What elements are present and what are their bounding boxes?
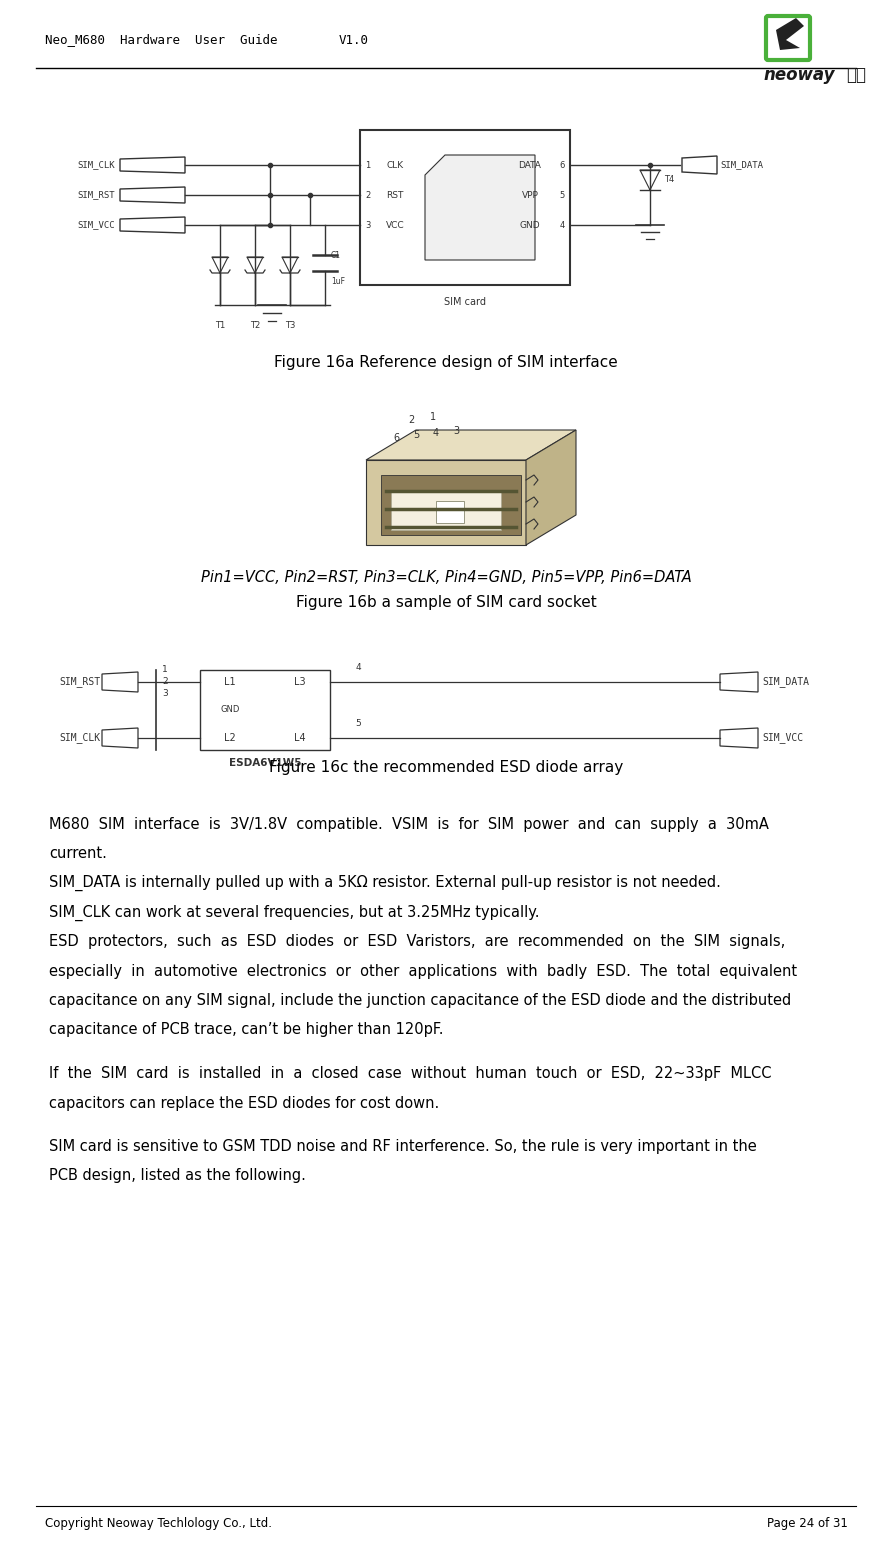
Text: VCC: VCC bbox=[385, 221, 404, 230]
Polygon shape bbox=[102, 728, 138, 748]
Polygon shape bbox=[776, 19, 804, 49]
Text: 1: 1 bbox=[365, 160, 370, 170]
Text: RST: RST bbox=[386, 191, 404, 199]
Text: PCB design, listed as the following.: PCB design, listed as the following. bbox=[49, 1169, 306, 1183]
Polygon shape bbox=[682, 156, 717, 174]
Text: L2: L2 bbox=[224, 732, 235, 743]
Text: L3: L3 bbox=[294, 677, 306, 688]
Polygon shape bbox=[720, 728, 758, 748]
Text: especially  in  automotive  electronics  or  other  applications  with  badly  E: especially in automotive electronics or … bbox=[49, 964, 797, 979]
Text: SIM_RST: SIM_RST bbox=[78, 191, 115, 199]
Text: Figure 16c the recommended ESD diode array: Figure 16c the recommended ESD diode arr… bbox=[268, 760, 624, 776]
Text: L4: L4 bbox=[294, 732, 306, 743]
Text: SIM card: SIM card bbox=[444, 298, 486, 307]
Text: Pin1=VCC, Pin2=RST, Pin3=CLK, Pin4=GND, Pin5=VPP, Pin6=DATA: Pin1=VCC, Pin2=RST, Pin3=CLK, Pin4=GND, … bbox=[201, 571, 691, 584]
Text: 5: 5 bbox=[355, 719, 361, 728]
Text: 1uF: 1uF bbox=[331, 278, 345, 285]
Polygon shape bbox=[425, 156, 535, 261]
Text: neoway: neoway bbox=[763, 66, 835, 83]
Text: capacitors can replace the ESD diodes for cost down.: capacitors can replace the ESD diodes fo… bbox=[49, 1095, 439, 1110]
Polygon shape bbox=[526, 430, 576, 544]
Text: VPP: VPP bbox=[522, 191, 539, 199]
Text: 2: 2 bbox=[365, 191, 370, 199]
Text: T1: T1 bbox=[215, 321, 225, 330]
Text: 3: 3 bbox=[453, 426, 459, 436]
Polygon shape bbox=[366, 460, 526, 544]
Text: Figure 16b a sample of SIM card socket: Figure 16b a sample of SIM card socket bbox=[295, 595, 597, 611]
Text: V1.0: V1.0 bbox=[339, 34, 369, 46]
Text: GND: GND bbox=[220, 706, 240, 714]
Text: 5: 5 bbox=[560, 191, 565, 199]
Text: 2: 2 bbox=[162, 677, 168, 686]
Text: 2: 2 bbox=[408, 415, 414, 426]
Text: 1: 1 bbox=[162, 666, 168, 674]
Text: T2: T2 bbox=[250, 321, 260, 330]
Bar bbox=[360, 130, 570, 285]
Text: M680  SIM  interface  is  3V/1.8V  compatible.  VSIM  is  for  SIM  power  and  : M680 SIM interface is 3V/1.8V compatible… bbox=[49, 817, 769, 833]
Text: SIM_VCC: SIM_VCC bbox=[762, 732, 803, 743]
Text: 3: 3 bbox=[365, 221, 370, 230]
Text: 3: 3 bbox=[162, 689, 168, 699]
Text: ESDA6V1W5: ESDA6V1W5 bbox=[228, 759, 301, 768]
Text: 4: 4 bbox=[355, 663, 360, 672]
Polygon shape bbox=[120, 217, 185, 233]
Text: SIM_DATA: SIM_DATA bbox=[720, 160, 763, 170]
Polygon shape bbox=[366, 430, 576, 460]
Text: current.: current. bbox=[49, 845, 107, 860]
Text: GND: GND bbox=[520, 221, 541, 230]
FancyBboxPatch shape bbox=[766, 15, 810, 60]
Text: C1: C1 bbox=[331, 251, 341, 261]
Text: capacitance on any SIM signal, include the junction capacitance of the ESD diode: capacitance on any SIM signal, include t… bbox=[49, 993, 791, 1008]
Text: 6: 6 bbox=[559, 160, 565, 170]
Text: SIM_CLK can work at several frequencies, but at 3.25MHz typically.: SIM_CLK can work at several frequencies,… bbox=[49, 904, 540, 921]
Text: SIM_VCC: SIM_VCC bbox=[78, 221, 115, 230]
Text: SIM_CLK: SIM_CLK bbox=[78, 160, 115, 170]
Text: T4: T4 bbox=[664, 176, 674, 185]
Text: Copyright Neoway Techlology Co., Ltd.: Copyright Neoway Techlology Co., Ltd. bbox=[45, 1517, 271, 1531]
Text: 5: 5 bbox=[413, 430, 419, 439]
Bar bbox=[391, 490, 501, 530]
Text: Neo_M680  Hardware  User  Guide: Neo_M680 Hardware User Guide bbox=[45, 34, 277, 46]
Text: 有方: 有方 bbox=[846, 66, 866, 83]
Text: ESD  protectors,  such  as  ESD  diodes  or  ESD  Varistors,  are  recommended  : ESD protectors, such as ESD diodes or ES… bbox=[49, 934, 785, 950]
Text: T3: T3 bbox=[285, 321, 295, 330]
Text: L1: L1 bbox=[224, 677, 235, 688]
Bar bbox=[436, 501, 464, 523]
Text: Figure 16a Reference design of SIM interface: Figure 16a Reference design of SIM inter… bbox=[274, 355, 618, 370]
Text: If  the  SIM  card  is  installed  in  a  closed  case  without  human  touch  o: If the SIM card is installed in a closed… bbox=[49, 1067, 772, 1081]
Text: SIM_CLK: SIM_CLK bbox=[59, 732, 100, 743]
Bar bbox=[200, 671, 330, 749]
Text: 1: 1 bbox=[430, 412, 436, 423]
Text: SIM card is sensitive to GSM TDD noise and RF interference. So, the rule is very: SIM card is sensitive to GSM TDD noise a… bbox=[49, 1138, 756, 1153]
Polygon shape bbox=[120, 187, 185, 204]
Text: SIM_DATA is internally pulled up with a 5KΩ resistor. External pull-up resistor : SIM_DATA is internally pulled up with a … bbox=[49, 876, 721, 891]
Text: 4: 4 bbox=[560, 221, 565, 230]
Text: 6: 6 bbox=[393, 433, 399, 443]
Text: CLK: CLK bbox=[386, 160, 403, 170]
Text: Page 24 of 31: Page 24 of 31 bbox=[766, 1517, 847, 1531]
Polygon shape bbox=[120, 157, 185, 173]
Text: capacitance of PCB trace, can’t be higher than 120pF.: capacitance of PCB trace, can’t be highe… bbox=[49, 1022, 443, 1038]
Text: SIM_RST: SIM_RST bbox=[59, 677, 100, 688]
Bar bbox=[381, 475, 521, 535]
Text: 4: 4 bbox=[433, 429, 439, 438]
Text: SIM_DATA: SIM_DATA bbox=[762, 677, 809, 688]
Text: DATA: DATA bbox=[518, 160, 541, 170]
Polygon shape bbox=[102, 672, 138, 692]
Polygon shape bbox=[720, 672, 758, 692]
